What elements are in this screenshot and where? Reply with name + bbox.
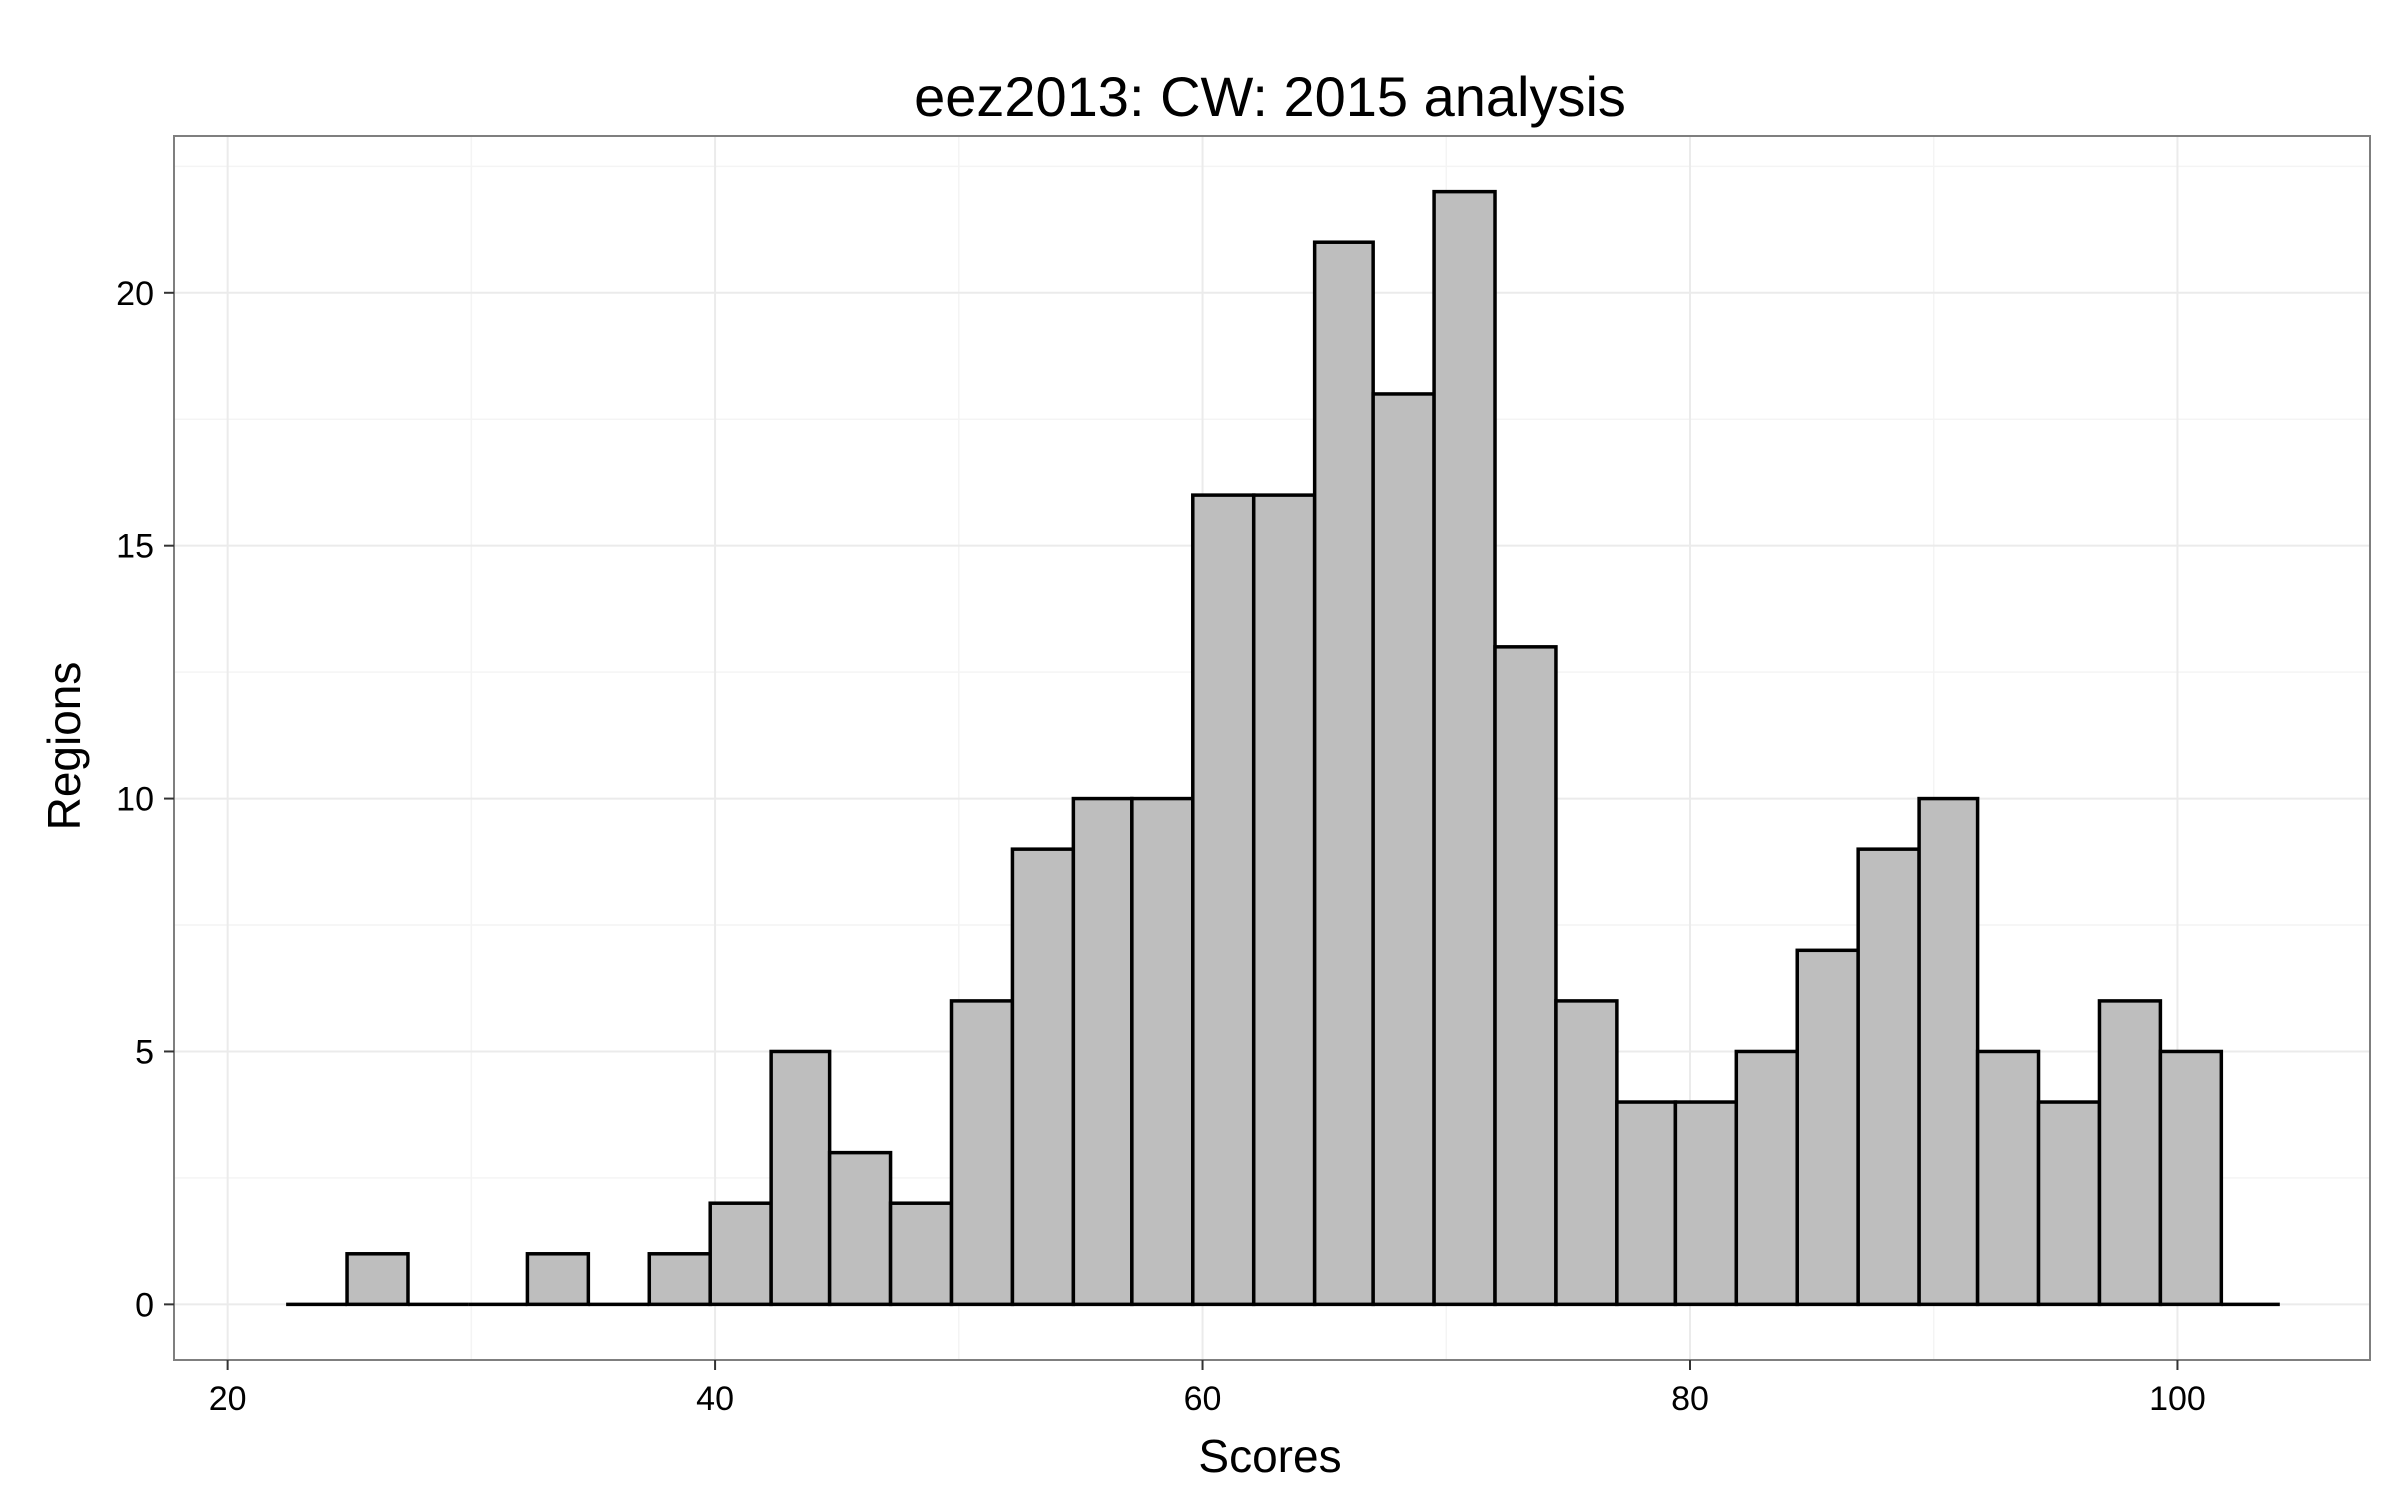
y-tick-label: 10 <box>116 781 154 819</box>
histogram-bar <box>1673 1100 1739 1307</box>
y-tick-label: 20 <box>116 275 154 313</box>
x-tick-label: 40 <box>696 1380 734 1418</box>
histogram-bar <box>1493 645 1558 1307</box>
histogram-bar <box>1251 493 1317 1307</box>
histogram-bar <box>1312 240 1375 1307</box>
histogram-bar <box>1734 1049 1799 1307</box>
histogram-bar <box>2097 999 2163 1307</box>
histogram-bar <box>1071 796 1134 1307</box>
histogram-bar <box>2158 1049 2224 1307</box>
y-tick-label: 15 <box>116 528 154 566</box>
x-axis-title: Scores <box>1198 1430 1341 1482</box>
histogram-bar <box>708 1201 773 1307</box>
histogram-bar <box>1191 493 1256 1307</box>
panel-border <box>173 135 2371 1361</box>
y-axis-title: Regions <box>38 662 90 831</box>
chart-title: eez2013: CW: 2015 analysis <box>914 65 1626 128</box>
axis-ticks: 20 40 60 80 100 0 5 10 15 20 <box>116 275 2206 1418</box>
histogram-bar <box>827 1150 893 1307</box>
histogram-bar <box>345 1252 410 1307</box>
x-tick-label: 60 <box>1184 1380 1222 1418</box>
histogram-bar <box>769 1049 832 1307</box>
histogram-bar <box>647 1252 712 1307</box>
histogram-bar <box>1432 189 1497 1307</box>
plot-frame <box>173 135 2371 1361</box>
x-tick-label: 100 <box>2149 1380 2206 1418</box>
histogram-bar <box>2036 1100 2102 1307</box>
histogram-bar <box>1010 847 1076 1307</box>
y-tick-label: 5 <box>135 1033 154 1071</box>
x-tick-label: 80 <box>1671 1380 1709 1418</box>
histogram-bar <box>949 999 1015 1307</box>
histogram-bar <box>1130 796 1195 1307</box>
y-tick-label: 0 <box>135 1286 154 1324</box>
histogram-bar <box>1917 796 1980 1307</box>
histogram-bar <box>1371 392 1436 1307</box>
histogram-bar <box>1975 1049 2041 1307</box>
histogram-bar <box>525 1252 591 1307</box>
histogram-bars <box>286 189 2280 1307</box>
histogram-bar <box>1615 1100 1678 1307</box>
histogram-bar <box>1795 948 1860 1307</box>
histogram-bar <box>1856 847 1921 1307</box>
histogram-bar <box>888 1201 954 1307</box>
x-tick-label: 20 <box>209 1380 247 1418</box>
histogram-bar <box>1554 999 1619 1307</box>
